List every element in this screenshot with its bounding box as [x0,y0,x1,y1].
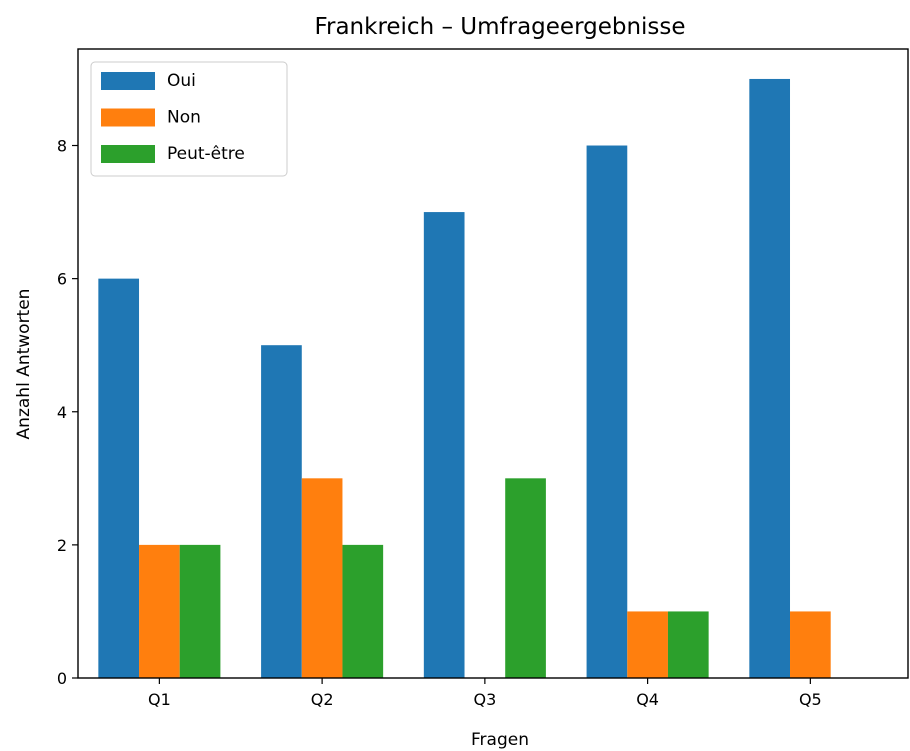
bars-layer [98,78,831,678]
legend-swatch [101,108,155,127]
bar-q4-oui [586,145,628,678]
bar-q5-non [790,611,831,678]
legend-swatch [101,72,155,90]
legend-label: Peut-être [167,144,245,164]
bar-q1-non [139,544,180,678]
x-tick-label: Q4 [636,690,659,709]
y-tick-label: 4 [57,403,67,422]
plot-frame [77,48,909,679]
bar-q5-oui [749,78,791,678]
y-tick-label: 2 [57,536,67,555]
y-tick-label: 0 [57,669,67,688]
legend: Oui Non Peut-être [90,61,288,177]
x-tick-label: Q5 [799,690,822,709]
bar-q3-peut-tre [505,478,546,678]
y-axis: 0 2 4 6 8 [57,137,78,688]
bar-q2-peut-tre [342,544,384,678]
y-tick-label: 6 [57,270,67,289]
bar-q2-oui [261,345,302,678]
x-tick-label: Q2 [311,690,334,709]
legend-swatch [101,145,155,163]
y-axis-label: Anzahl Antworten [14,289,34,440]
x-tick-label: Q1 [148,690,171,709]
x-tick-label: Q3 [473,690,496,709]
legend-label: Non [167,108,201,128]
bar-q2-non [301,478,343,678]
chart-title: Frankreich – Umfrageergebnisse [314,14,685,40]
bar-q4-peut-tre [667,611,709,678]
bar-q3-oui [423,212,465,678]
legend-label: Oui [167,71,196,91]
bar-q1-oui [98,278,140,678]
bar-q4-non [627,611,668,678]
x-axis: Q1 Q2 Q3 Q4 Q5 [148,678,822,709]
x-axis-label: Fragen [471,730,529,750]
y-tick-label: 8 [57,137,67,156]
bar-q1-peut-tre [179,544,221,678]
